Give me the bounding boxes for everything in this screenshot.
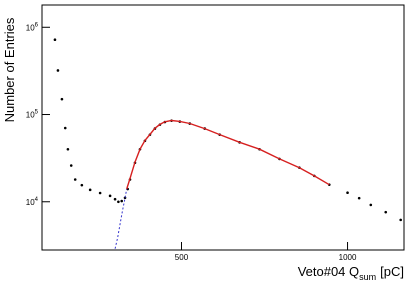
y-tick-label: 105 (26, 110, 39, 120)
data-point (88, 188, 92, 192)
x-tick-label: 500 (175, 253, 189, 262)
data-point (369, 203, 373, 207)
data-point (357, 196, 361, 200)
y-axis-title: Number of Entries (2, 17, 17, 122)
fit-line (114, 188, 128, 249)
y-tick-base: 10 (26, 111, 35, 120)
data-point (117, 200, 120, 204)
y-tick-exponent: 4 (35, 197, 39, 203)
y-tick-base: 10 (26, 23, 35, 32)
data-point (108, 194, 112, 198)
x-tick-label: 1000 (339, 253, 357, 262)
data-point (69, 164, 73, 167)
x-axis-title: Veto#04 Qsum [pC] (298, 264, 404, 282)
data-point (98, 191, 102, 195)
data-point (53, 38, 57, 42)
data-point (120, 199, 124, 203)
data-point (384, 210, 388, 214)
fit-line (126, 119, 330, 190)
x-axis-title-sub: sum (359, 272, 376, 282)
data-point (63, 126, 67, 130)
y-tick-label: 104 (26, 197, 39, 207)
data-point (399, 218, 402, 222)
x-axis-title-main: Veto#04 Q (298, 264, 359, 279)
data-point (80, 183, 84, 187)
x-axis-title-unit: [pC] (380, 264, 404, 279)
data-point (60, 97, 64, 101)
y-tick-exponent: 6 (35, 22, 39, 28)
data-point (113, 197, 117, 201)
data-point (73, 178, 77, 181)
data-point (66, 147, 70, 151)
y-tick-label: 106 (26, 22, 39, 32)
plot-frame (41, 4, 405, 251)
data-point (346, 191, 349, 195)
y-tick-exponent: 5 (35, 110, 39, 116)
y-tick-base: 10 (26, 198, 35, 207)
data-point (56, 69, 60, 72)
